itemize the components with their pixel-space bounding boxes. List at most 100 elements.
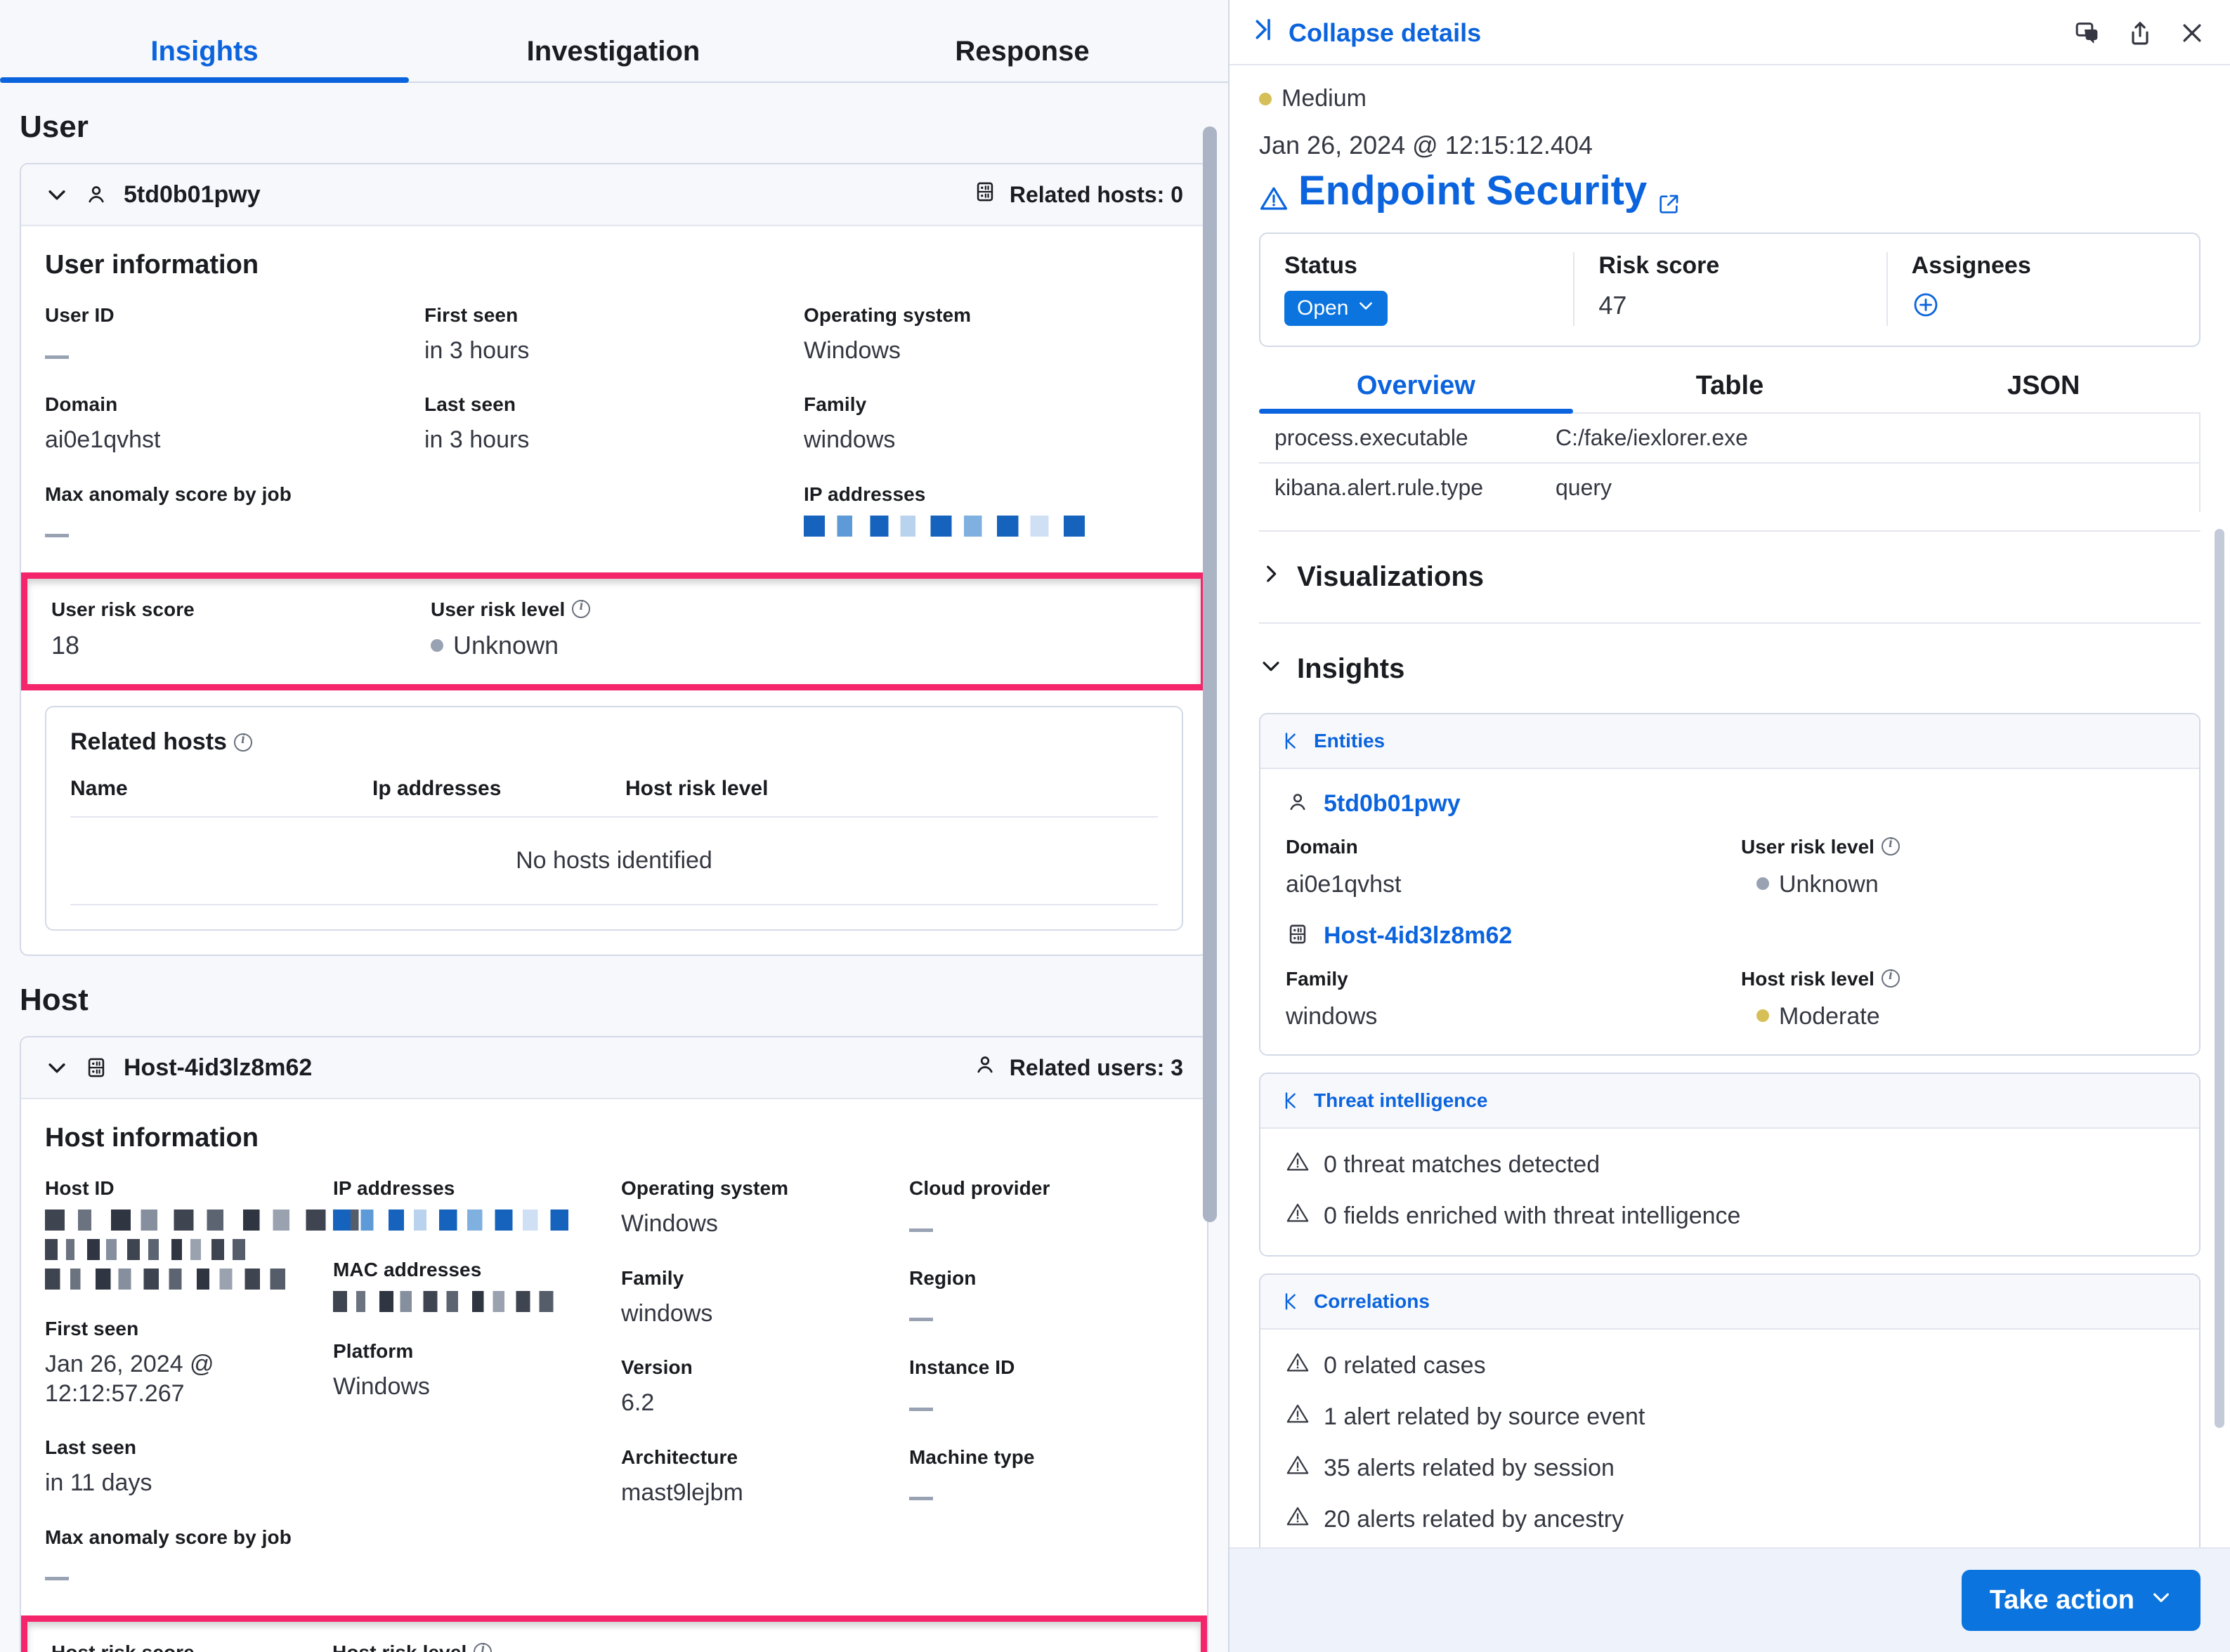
- list-item[interactable]: 0 threat matches detected: [1286, 1150, 2174, 1180]
- entity-host-row: Host-4id3lz8m62: [1286, 922, 2174, 950]
- left-tabs-bar: Insights Investigation Response: [0, 0, 1228, 83]
- close-icon[interactable]: [2178, 19, 2206, 47]
- field-host-first-seen: First seen Jan 26, 2024 @ 12:12:57.267: [45, 1318, 333, 1408]
- field-version: Version 6.2: [621, 1356, 909, 1417]
- share-icon[interactable]: [2126, 19, 2154, 47]
- tab-insights[interactable]: Insights: [0, 36, 409, 83]
- field-host-ip-value-redacted[interactable]: [333, 1210, 621, 1231]
- field-value: query: [1556, 475, 1612, 500]
- redacted-ip-block: [333, 1210, 586, 1231]
- host-info-col1: Host ID First seen Jan 26, 2024 @ 12:12:…: [45, 1177, 375, 1615]
- redacted-ip-block: [804, 515, 1106, 537]
- expand-left-icon: [1282, 1089, 1301, 1112]
- field-instance-id-label: Instance ID: [909, 1356, 1015, 1379]
- field-key: kibana.alert.rule.type: [1274, 475, 1484, 500]
- related-hosts-title: Related hosts: [70, 728, 1158, 756]
- left-panel-scrollbar[interactable]: [1203, 126, 1217, 1222]
- user-card-header[interactable]: 5td0b01pwy Related hosts: 0: [21, 164, 1207, 226]
- entity-user-link[interactable]: 5td0b01pwy: [1324, 790, 1461, 817]
- list-item[interactable]: 0 related cases: [1286, 1351, 2174, 1381]
- entity-host-risk: Host risk level Moderate: [1730, 967, 2174, 1030]
- field-host-max-anomaly-value: [45, 1559, 333, 1587]
- field-version-value: 6.2: [621, 1389, 655, 1417]
- host-card-header[interactable]: Host-4id3lz8m62 Related users: 3: [21, 1037, 1207, 1100]
- add-assignee-icon[interactable]: [1912, 293, 1940, 322]
- info-icon[interactable]: [1881, 835, 1900, 855]
- right-panel-scrollbar[interactable]: [2215, 529, 2224, 1428]
- info-icon[interactable]: [572, 598, 591, 619]
- tab-insights-label: Insights: [150, 36, 259, 67]
- field-machine-type: Machine type: [909, 1446, 1183, 1507]
- entity-host-family: Family windows: [1286, 968, 1730, 1030]
- redacted-mac-block: [333, 1291, 565, 1313]
- field-platform-value: Windows: [333, 1373, 430, 1401]
- threat-intelligence-header[interactable]: Threat intelligence: [1260, 1074, 2199, 1129]
- tab-investigation-label: Investigation: [526, 36, 700, 67]
- field-host-family-label: Family: [621, 1266, 684, 1289]
- status-value: Open: [1297, 296, 1349, 320]
- field-max-anomaly: Max anomaly score by job: [45, 483, 424, 544]
- left-scroll-container: Insights Investigation Response User 5td…: [0, 0, 1228, 1652]
- user-info-col2: First seen in 3 hours Last seen in 3 hou…: [424, 304, 804, 572]
- host-info-body: Host information Host ID: [21, 1099, 1207, 1616]
- entity-user-risk: User risk level Unknown: [1730, 835, 2174, 898]
- field-user-id: User ID: [45, 304, 424, 365]
- tab-response[interactable]: Response: [818, 36, 1227, 81]
- chevron-down-icon[interactable]: [45, 183, 69, 206]
- user-icon: [1286, 790, 1310, 818]
- comment-icon[interactable]: [2074, 19, 2102, 47]
- take-action-button[interactable]: Take action: [1961, 1570, 2200, 1631]
- tab-json[interactable]: JSON: [1886, 371, 2200, 412]
- tab-overview[interactable]: Overview: [1259, 371, 1573, 414]
- user-risk-inner: User risk score 18 User risk level Unkno…: [27, 579, 1201, 684]
- user-icon: [973, 1053, 997, 1082]
- field-ip-value-redacted[interactable]: [804, 515, 1183, 537]
- external-link-icon[interactable]: [1657, 179, 1681, 214]
- entities-panel: Entities 5td0b01pwy Domain ai0e1qvhst: [1259, 713, 2200, 1056]
- list-item[interactable]: 35 alerts related by session: [1286, 1453, 2174, 1483]
- tab-investigation[interactable]: Investigation: [409, 36, 818, 81]
- info-icon[interactable]: [1881, 967, 1900, 988]
- field-host-id: Host ID: [45, 1177, 375, 1290]
- user-risk-level-label: User risk level: [431, 598, 1177, 621]
- visualizations-accordion[interactable]: Visualizations: [1259, 550, 2200, 604]
- user-related-hosts-count: Related hosts: 0: [973, 180, 1183, 209]
- host-risk-inner: Host risk score 44 Host risk level Moder…: [27, 1622, 1201, 1652]
- tab-overview-label: Overview: [1356, 371, 1475, 400]
- correlations-header[interactable]: Correlations: [1260, 1275, 2199, 1330]
- field-platform: Platform Windows: [333, 1340, 621, 1401]
- info-icon[interactable]: [233, 731, 252, 752]
- field-host-os-label: Operating system: [621, 1177, 789, 1200]
- details-panel-footer: Take action: [1230, 1547, 2230, 1652]
- entities-panel-header[interactable]: Entities: [1260, 714, 2199, 769]
- field-ip-addresses: IP addresses: [804, 483, 1183, 537]
- list-item[interactable]: 0 fields enriched with threat intelligen…: [1286, 1201, 2174, 1231]
- alert-fields-table: process.executable C:/fake/iexlorer.exe …: [1259, 414, 2200, 512]
- host-risk-level-label-text: Host risk level: [332, 1641, 467, 1652]
- field-max-anomaly-label: Max anomaly score by job: [45, 483, 292, 505]
- list-item[interactable]: 20 alerts related by ancestry: [1286, 1504, 2174, 1535]
- tab-table[interactable]: Table: [1573, 371, 1887, 412]
- user-risk-score-label: User risk score: [51, 598, 195, 621]
- info-icon[interactable]: [474, 1641, 493, 1652]
- status-dropdown-button[interactable]: Open: [1284, 291, 1388, 326]
- related-hosts-tbody: No hosts identified: [70, 817, 1158, 906]
- host-icon: [973, 180, 997, 209]
- field-instance-id: Instance ID: [909, 1356, 1183, 1417]
- host-card: Host-4id3lz8m62 Related users: 3 Host in…: [20, 1036, 1208, 1652]
- list-item[interactable]: 1 alert related by source event: [1286, 1402, 2174, 1432]
- field-host-max-anomaly: Max anomaly score by job: [45, 1526, 333, 1587]
- rule-name-link[interactable]: Endpoint Security: [1259, 167, 2200, 214]
- risk-level-dot-icon: [1756, 877, 1769, 890]
- chevron-down-icon[interactable]: [45, 1056, 69, 1080]
- field-host-family-value: windows: [621, 1299, 713, 1327]
- tab-json-label: JSON: [2007, 371, 2080, 400]
- risk-score-value: 47: [1598, 291, 1627, 320]
- collapse-details-button[interactable]: Collapse details: [1248, 15, 1481, 50]
- field-family: Family windows: [804, 393, 1183, 454]
- empty-dash: [909, 1407, 933, 1411]
- correlations-body: 0 related cases 1 alert related by sourc…: [1260, 1330, 2199, 1547]
- insights-accordion[interactable]: Insights: [1259, 642, 2200, 696]
- entity-user-domain-value: ai0e1qvhst: [1286, 871, 1402, 898]
- entity-host-link[interactable]: Host-4id3lz8m62: [1324, 922, 1513, 949]
